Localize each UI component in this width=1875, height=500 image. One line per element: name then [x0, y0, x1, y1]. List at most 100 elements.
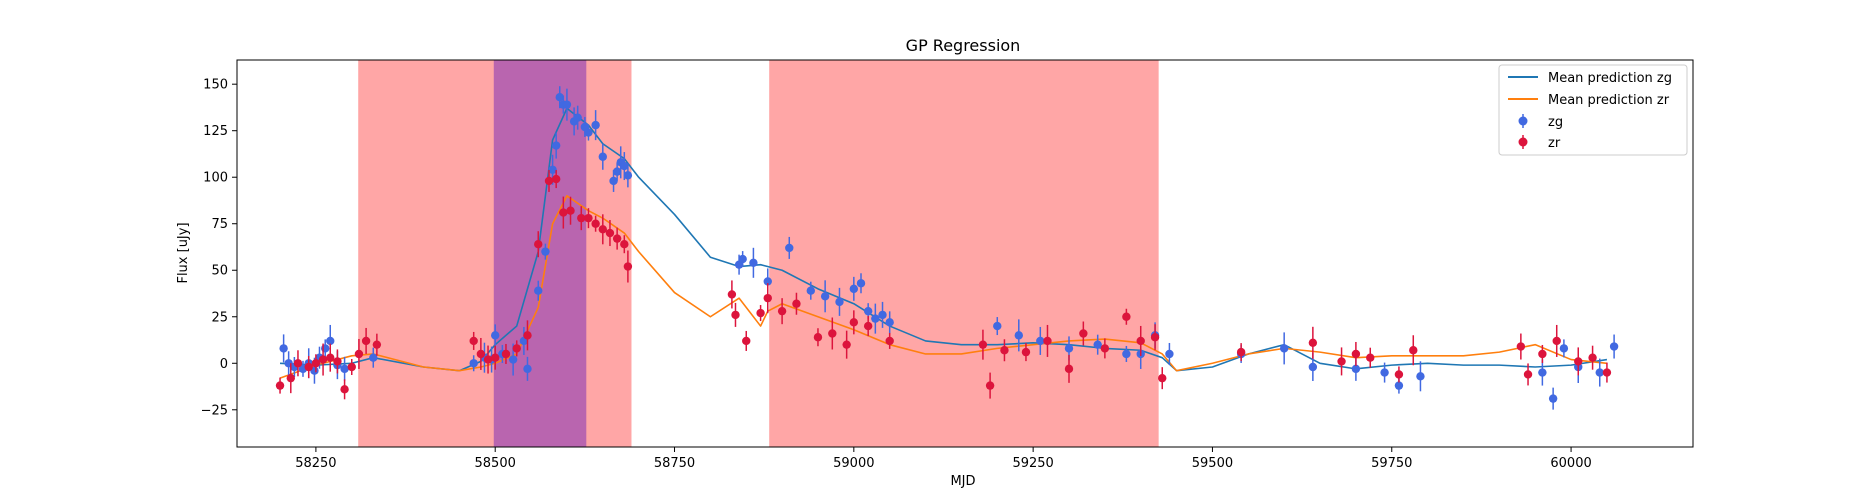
data-point: [1394, 370, 1404, 379]
data-point: [476, 349, 486, 359]
data-point: [591, 219, 600, 228]
x-tick-label: 59250: [1012, 456, 1053, 471]
data-point: [321, 344, 330, 353]
data-point: [777, 306, 787, 316]
data-point: [785, 243, 794, 253]
data-point: [469, 336, 478, 346]
data-point: [483, 355, 493, 364]
y-tick-label: 50: [211, 264, 228, 279]
data-point: [369, 353, 378, 362]
data-point: [304, 362, 313, 372]
data-point: [849, 284, 859, 294]
data-point: [311, 359, 321, 368]
data-point: [491, 353, 500, 362]
data-point: [820, 292, 830, 301]
data-point: [806, 286, 815, 295]
data-point: [1043, 336, 1052, 346]
data-point: [731, 310, 740, 320]
data-point: [835, 297, 844, 307]
data-point: [612, 167, 622, 176]
data-point: [1574, 357, 1583, 366]
data-point: [508, 355, 518, 364]
data-point: [584, 128, 593, 137]
data-point: [1122, 349, 1131, 359]
data-point: [623, 171, 633, 180]
y-tick-label: 75: [211, 217, 228, 232]
data-point: [1014, 331, 1023, 340]
shaded-region-2: [769, 60, 1159, 447]
data-point: [813, 333, 823, 342]
y-tick-label: 150: [203, 78, 228, 93]
legend-label-mean-zg: Mean prediction zg: [1548, 71, 1672, 86]
data-point: [1100, 344, 1110, 353]
data-point: [1366, 353, 1375, 362]
data-point: [863, 306, 873, 316]
data-point: [985, 381, 995, 390]
x-tick-label: 58750: [654, 456, 695, 471]
data-point: [1308, 362, 1318, 372]
legend-marker-zr: [1518, 137, 1528, 147]
data-point: [548, 165, 557, 174]
data-point: [1308, 338, 1318, 348]
data-point: [326, 353, 335, 362]
data-point: [279, 344, 288, 353]
data-point: [620, 239, 629, 249]
data-point: [842, 340, 851, 349]
legend: Mean prediction zg Mean prediction zr zg…: [1498, 64, 1688, 156]
data-point: [993, 321, 1002, 331]
legend-label-zg: zg: [1548, 115, 1563, 130]
data-point: [1158, 373, 1167, 383]
data-point: [1351, 349, 1361, 359]
y-axis-label: Flux [uJy]: [176, 222, 191, 283]
data-point: [1416, 372, 1425, 381]
data-point: [756, 308, 765, 318]
data-point: [1394, 381, 1404, 390]
data-point: [1602, 368, 1612, 377]
data-point: [1552, 336, 1561, 346]
x-axis-ticks: 58250 58500 58750 59000 59250 59500 59750 60000: [295, 447, 1592, 471]
data-point: [849, 318, 859, 327]
y-tick-label: 25: [211, 310, 228, 325]
data-point: [605, 228, 615, 238]
data-point: [623, 262, 633, 271]
legend-label-zr: zr: [1548, 136, 1561, 151]
x-tick-label: 60000: [1550, 456, 1591, 471]
data-point: [1279, 344, 1289, 353]
data-point: [1000, 346, 1009, 355]
data-point: [584, 213, 593, 223]
data-point: [534, 286, 543, 295]
data-point: [871, 314, 880, 323]
x-tick-label: 59750: [1371, 456, 1412, 471]
data-point: [598, 225, 607, 234]
plot-frame: [236, 59, 1694, 448]
data-point: [1236, 347, 1246, 357]
data-point: [559, 208, 568, 217]
data-point: [354, 349, 364, 359]
data-point: [742, 336, 751, 346]
legend-label-mean-zr: Mean prediction zr: [1548, 93, 1670, 108]
data-point: [551, 174, 561, 184]
y-tick-label: 100: [203, 171, 228, 186]
data-point: [749, 258, 758, 268]
data-point: [828, 329, 837, 338]
data-point: [1165, 349, 1174, 359]
data-point: [1337, 357, 1346, 366]
data-point: [792, 299, 801, 308]
data-point: [372, 340, 382, 349]
data-point: [523, 364, 532, 374]
data-point: [501, 349, 511, 359]
data-point: [275, 381, 285, 390]
data-point: [333, 357, 342, 366]
y-tick-label: −25: [201, 403, 228, 418]
data-point: [1136, 336, 1145, 346]
data-point: [1538, 368, 1547, 377]
data-point: [878, 310, 887, 320]
data-point: [727, 290, 737, 299]
data-point: [469, 359, 478, 368]
data-point: [763, 293, 772, 303]
data-point: [340, 385, 349, 394]
data-point: [1351, 364, 1361, 374]
data-point: [562, 100, 572, 109]
legend-marker-zg: [1518, 116, 1528, 126]
data-point: [577, 213, 586, 223]
